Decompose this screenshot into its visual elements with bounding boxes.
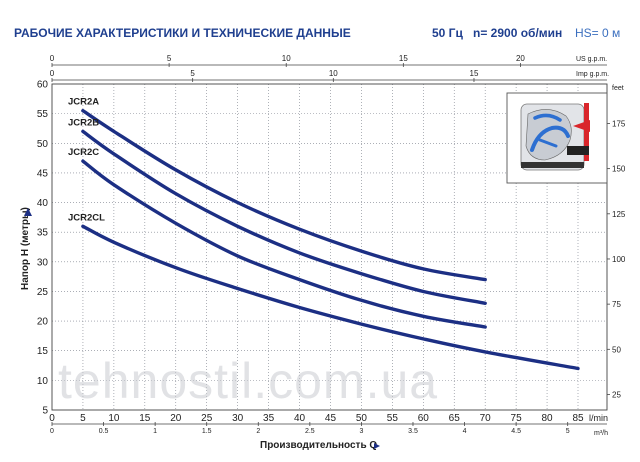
imp-gpm-tick-label: 15 (470, 69, 479, 78)
curve-jcr2c (81, 159, 487, 329)
x-tick-label: 80 (541, 413, 553, 424)
x-tick-label: 30 (232, 413, 244, 424)
triangle-arrow-icon (24, 208, 32, 216)
series-label: JCR2B (68, 117, 99, 128)
series-labels: JCR2A JCR2B JCR2C JCR2CL (68, 97, 105, 224)
m3h-tick-label: 3.5 (408, 428, 418, 435)
series-label: JCR2CL (68, 212, 105, 223)
feet-tick-label: 175 (612, 119, 626, 128)
feet-tick-label: 50 (612, 345, 621, 354)
x-tick-label: 15 (139, 413, 151, 424)
m3h-tick-label: 2 (256, 428, 260, 435)
y-axis-title: Напор Н (метры) (20, 207, 31, 290)
feet-tick-label: 75 (612, 300, 621, 309)
imp-gpm-tick-label: 5 (190, 69, 195, 78)
x-tick-label: 75 (511, 413, 523, 424)
x-axis-title-group: Производительность Q (260, 440, 380, 451)
us-gpm-tick-label: 5 (167, 54, 172, 63)
x-tick-label: 70 (480, 413, 492, 424)
m3h-tick-label: 2.5 (305, 428, 315, 435)
us-gpm-tick-label: 0 (50, 54, 55, 63)
m3h-unit-label: m³/h (594, 430, 608, 437)
m3h-tick-label: 3 (359, 428, 363, 435)
curves (81, 109, 580, 371)
curve-jcr2b (81, 129, 487, 305)
triangle-arrow-icon (374, 443, 380, 449)
imp-gpm-tick-label: 10 (329, 69, 338, 78)
x-tick-label: 25 (201, 413, 213, 424)
y-tick-label: 60 (37, 80, 49, 91)
y-tick-label: 35 (37, 228, 49, 239)
pump-cross-section-icon (506, 92, 608, 184)
suction-height-label: HS= 0 м (575, 26, 621, 40)
feet-unit-label: feet (612, 85, 624, 92)
x-tick-label: 55 (387, 413, 399, 424)
x-tick-label: 45 (325, 413, 337, 424)
y-tick-label: 5 (42, 406, 48, 417)
y-tick-label: 45 (37, 168, 49, 179)
m3h-tick-label: 5 (566, 428, 570, 435)
x-tick-label: 0 (49, 413, 55, 424)
y-tick-label: 10 (37, 376, 49, 387)
x-axis-title: Производительность Q (260, 440, 377, 451)
speed-label: n= 2900 об/мин (473, 26, 563, 40)
curve-jcr2cl (81, 224, 580, 371)
x-tick-label: 10 (108, 413, 120, 424)
x-tick-label: 5 (80, 413, 86, 424)
y-axis-title-group: Напор Н (метры) (20, 207, 32, 290)
page-title: РАБОЧИЕ ХАРАКТЕРИСТИКИ И ТЕХНИЧЕСКИЕ ДАН… (14, 26, 351, 40)
series-label: JCR2C (68, 147, 99, 158)
x-tick-label: 40 (294, 413, 306, 424)
x-tick-label: 65 (449, 413, 461, 424)
m3h-tick-label: 0 (50, 428, 54, 435)
frequency-label: 50 Гц (432, 26, 463, 40)
m3h-tick-label: 4 (463, 428, 467, 435)
m3h-tick-label: 0.5 (99, 428, 109, 435)
watermark: tehnostil.com.ua (58, 353, 438, 409)
us-gpm-unit-label: US g.p.m. (576, 56, 607, 63)
feet-tick-label: 100 (612, 255, 626, 264)
x-unit-label: l/min (589, 413, 608, 423)
m3h-tick-label: 4.5 (511, 428, 521, 435)
imp-gpm-tick-label: 0 (50, 69, 55, 78)
feet-tick-label: 25 (612, 390, 621, 399)
y-tick-label: 25 (37, 287, 49, 298)
m3h-tick-label: 1.5 (202, 428, 212, 435)
curve-jcr2a (81, 109, 487, 282)
x-tick-label: 20 (170, 413, 182, 424)
us-gpm-tick-label: 15 (399, 54, 408, 63)
y-tick-label: 15 (37, 346, 49, 357)
us-gpm-tick-label: 10 (282, 54, 291, 63)
x-tick-label: 50 (356, 413, 368, 424)
y-tick-label: 20 (37, 317, 49, 328)
x-tick-label: 85 (572, 413, 584, 424)
us-gpm-tick-label: 20 (516, 54, 525, 63)
m3h-tick-label: 1 (153, 428, 157, 435)
x-tick-label: 35 (263, 413, 275, 424)
y-tick-label: 55 (37, 109, 49, 120)
y-tick-label: 50 (37, 139, 49, 150)
series-label: JCR2A (68, 97, 99, 108)
feet-tick-label: 125 (612, 210, 626, 219)
feet-tick-label: 150 (612, 165, 626, 174)
y-tick-label: 30 (37, 257, 49, 268)
y-tick-label: 40 (37, 198, 49, 209)
plot-frame (51, 83, 608, 411)
imp-gpm-unit-label: Imp g.p.m. (576, 71, 609, 78)
x-tick-label: 60 (418, 413, 430, 424)
